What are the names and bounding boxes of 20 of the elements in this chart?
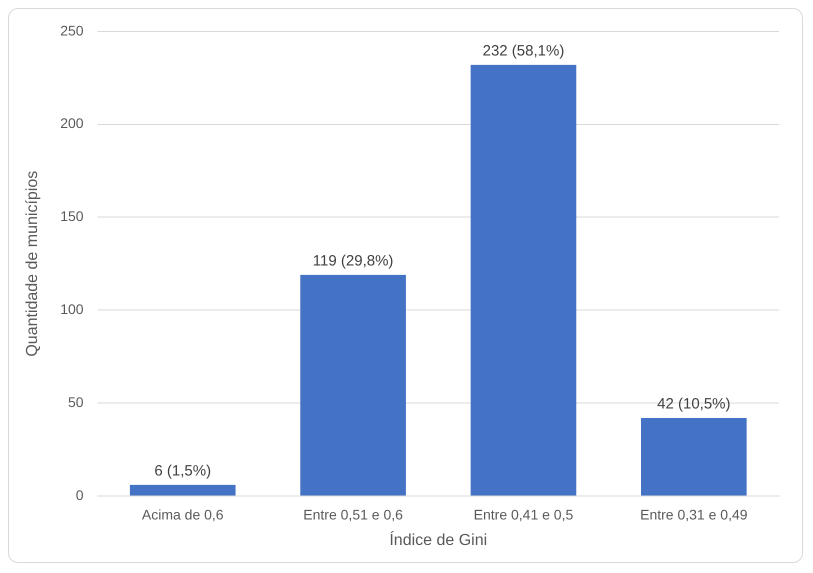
data-label: 119 (29,8%) bbox=[312, 252, 394, 270]
x-tick-label: Entre 0,51 e 0,6 bbox=[303, 506, 404, 522]
bar bbox=[470, 64, 576, 496]
y-axis-title: Quantidade de municípios bbox=[24, 170, 42, 357]
data-label: 232 (58,1%) bbox=[482, 42, 564, 60]
x-tick-label: Entre 0,41 e 0,5 bbox=[474, 506, 574, 522]
bar bbox=[130, 484, 236, 496]
data-label: 6 (1,5%) bbox=[154, 462, 212, 480]
bar bbox=[300, 274, 406, 496]
data-label: 42 (10,5%) bbox=[657, 396, 731, 413]
x-tick-label: Entre 0,31 e 0,49 bbox=[640, 506, 748, 522]
y-tick-label: 200 bbox=[60, 115, 84, 132]
y-tick-label: 100 bbox=[60, 301, 84, 318]
x-axis-title: Índice de Gini bbox=[389, 530, 488, 549]
y-tick-label: 250 bbox=[60, 22, 84, 38]
bar bbox=[641, 418, 747, 496]
y-tick-label: 150 bbox=[60, 208, 84, 224]
y-tick-label: 50 bbox=[68, 394, 84, 410]
y-tick-label: 0 bbox=[76, 486, 84, 503]
x-tick-label: Acima de 0,6 bbox=[142, 506, 224, 522]
